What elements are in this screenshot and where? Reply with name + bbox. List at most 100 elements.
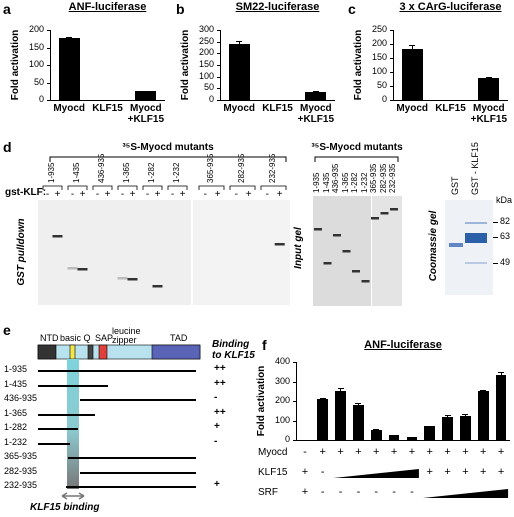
y-tick-label: 100 <box>371 66 387 76</box>
error-cap <box>312 91 319 93</box>
gel-side-label: Input gel <box>292 227 304 269</box>
error-cap <box>355 402 362 404</box>
y-tick <box>217 65 220 66</box>
lane-label: 232-935 <box>267 153 277 183</box>
bar <box>317 399 329 440</box>
bar <box>406 437 418 440</box>
lane-label: 1-935 <box>312 172 321 193</box>
x-tick-label: Myocd +KLF15 <box>127 103 165 125</box>
lane-label: 282-935 <box>236 153 246 183</box>
panel-label: e <box>3 322 11 338</box>
lane-sign: + <box>79 189 86 200</box>
bar <box>335 391 346 440</box>
construct-label: 282-935 <box>4 465 38 476</box>
construct-line <box>80 399 196 401</box>
bar <box>442 416 453 440</box>
condition-sign: + <box>444 466 451 478</box>
wedge <box>422 489 509 498</box>
y-tick-label: 100 <box>28 59 44 69</box>
y-tick-label: 250 <box>198 35 214 46</box>
error-bar <box>464 413 466 418</box>
x-axis <box>50 100 165 101</box>
x-tick-label: KLF15 <box>262 103 293 114</box>
y-tick <box>390 30 393 31</box>
condition-sign: - <box>303 446 307 458</box>
y-tick <box>217 41 220 43</box>
bar <box>478 78 500 100</box>
wedge <box>333 469 419 478</box>
error-bar <box>340 388 342 395</box>
lane-label: 1-935 <box>46 162 56 183</box>
lane-bracket <box>260 185 287 190</box>
panel-label: f <box>262 337 267 353</box>
y-tick-label: 150 <box>198 59 214 69</box>
y-tick <box>390 44 393 45</box>
y-tick-label: 50 <box>203 82 214 93</box>
gel-band <box>152 285 163 288</box>
y-tick-label: 0 <box>208 94 214 104</box>
error-cap <box>408 436 415 438</box>
bar <box>228 44 250 100</box>
condition-sign: + <box>301 486 309 498</box>
error-cap <box>319 398 326 400</box>
error-bar <box>357 402 359 408</box>
lane-label: 436-935 <box>331 163 340 193</box>
condition-sign: + <box>480 466 487 478</box>
y-tick <box>293 381 296 383</box>
row-label: gst-KLF: <box>5 187 47 198</box>
x-tick-label: Myocd +KLF15 <box>297 103 335 125</box>
y-tick <box>47 100 50 101</box>
condition-label: KLF15 <box>258 467 288 478</box>
condition-sign: - <box>392 486 396 498</box>
y-tick-label: 300 <box>198 24 214 34</box>
y-tick-label: 200 <box>198 47 214 58</box>
y-tick <box>217 88 220 90</box>
marker-tick <box>493 222 498 223</box>
lane-label: 232-935 <box>388 163 397 193</box>
binding-region <box>67 359 79 489</box>
y-tick <box>390 72 393 73</box>
condition-sign: + <box>390 446 398 458</box>
lane-sign: + <box>179 189 186 200</box>
marker-tick <box>493 237 498 238</box>
lane-label: 365-935 <box>205 153 215 183</box>
condition-sign: + <box>319 446 326 458</box>
y-tick-label: 0 <box>284 434 290 444</box>
gel-header: ³⁵S-Myocd mutants <box>311 142 403 153</box>
error-bar <box>375 428 377 432</box>
chart-title: ANF-luciferase <box>68 1 147 13</box>
condition-sign: - <box>338 486 343 498</box>
lane-label: 1-232 <box>359 172 369 193</box>
y-tick-label: 100 <box>274 414 290 425</box>
lane-label: 1-435 <box>321 172 331 193</box>
error-cap <box>485 76 492 78</box>
construct-label: 1-232 <box>4 436 28 447</box>
condition-sign: - <box>374 486 379 498</box>
construct-line <box>38 370 196 372</box>
y-tick-label: 0 <box>381 94 387 104</box>
lane-bracket <box>92 185 113 190</box>
error-bar <box>488 76 490 80</box>
y-tick-label: 50 <box>376 80 387 90</box>
panel-label: c <box>348 1 356 17</box>
domain-label: leucine zipper <box>112 326 141 346</box>
lane-label: 1-282 <box>146 162 156 183</box>
y-tick <box>390 100 393 101</box>
bar <box>388 435 400 440</box>
gel-band <box>274 243 285 246</box>
domain-label: SAP <box>95 333 114 343</box>
lane-sign: + <box>214 189 221 200</box>
error-cap <box>373 428 380 430</box>
panel-label: a <box>3 1 11 17</box>
binding-score: - <box>214 435 218 447</box>
gel-band <box>127 278 138 281</box>
x-axis <box>296 440 510 441</box>
bar <box>460 415 471 440</box>
lane-label: 436-935 <box>96 153 106 183</box>
y-tick <box>293 362 296 363</box>
lane-bracket <box>42 185 63 190</box>
gel-band <box>333 234 341 237</box>
condition-sign: + <box>337 446 344 458</box>
